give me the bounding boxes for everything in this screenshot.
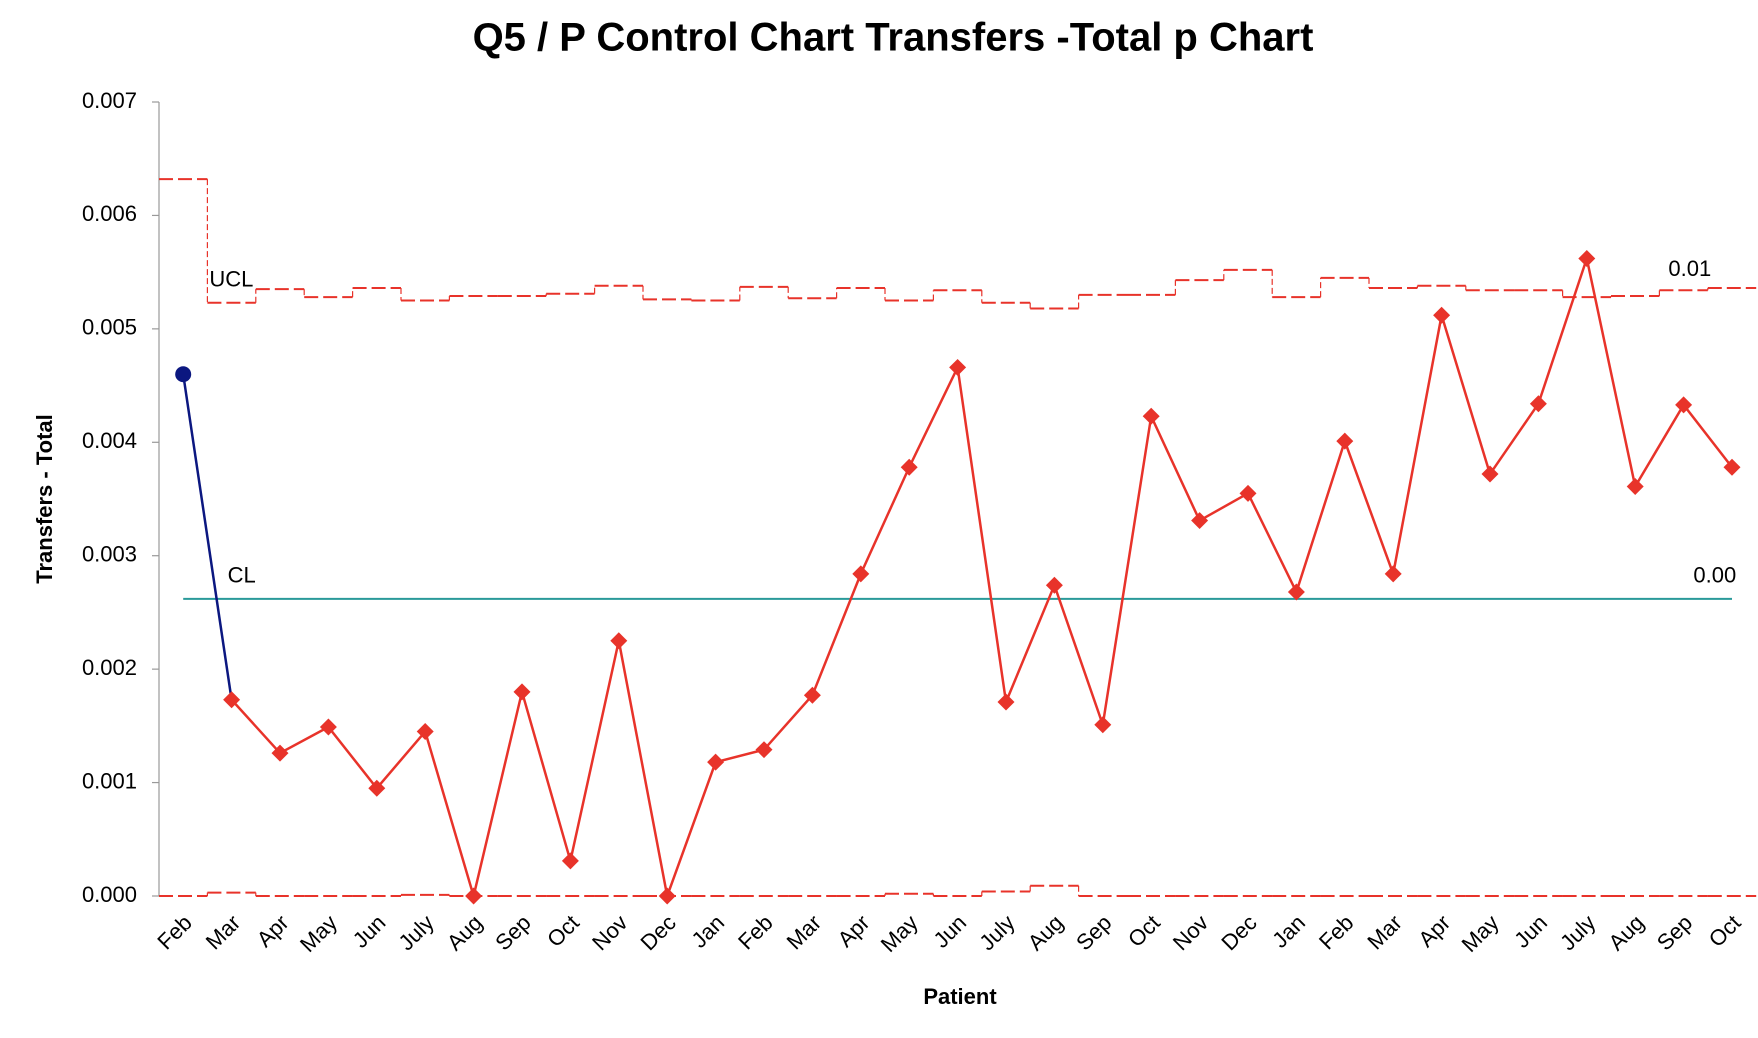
data-point: [416, 723, 434, 741]
x-tick-label: Feb: [152, 910, 196, 954]
x-tick-label: Dec: [1216, 910, 1261, 955]
data-point: [1191, 512, 1209, 530]
data-point: [803, 686, 821, 704]
data-line: [230, 253, 1733, 901]
ucl-label: UCL: [209, 267, 253, 292]
x-tick-label: Jun: [348, 910, 391, 953]
x-tick-label: Oct: [1704, 910, 1746, 952]
x-tick-label: Mar: [782, 910, 826, 954]
data-point: [271, 744, 289, 762]
x-tick-label: Jun: [928, 910, 971, 953]
y-tick-label: 0.000: [82, 882, 137, 907]
x-tick-label: Apr: [252, 910, 294, 952]
data-point: [223, 691, 241, 709]
data-point: [1481, 465, 1499, 483]
y-tick-label: 0.007: [82, 88, 137, 113]
x-tick-label: Nov: [1168, 910, 1213, 955]
data-point: [900, 458, 918, 476]
cl-value-label: 0.00: [1693, 563, 1736, 588]
y-tick-label: 0.005: [82, 315, 137, 340]
data-point: [658, 887, 676, 905]
ucl-value-label: 0.01: [1668, 256, 1711, 281]
x-tick-label: Feb: [1314, 910, 1358, 954]
x-tick-label: Sep: [1652, 910, 1697, 955]
x-tick-label: Feb: [733, 910, 777, 954]
data-point: [465, 887, 483, 905]
x-tick-label: Oct: [542, 910, 584, 952]
x-axis-title: Patient: [923, 984, 997, 1009]
x-tick-label: Jan: [1267, 910, 1310, 953]
x-tick-label: July: [394, 910, 439, 955]
y-tick-label: 0.001: [82, 768, 137, 793]
data-point: [319, 718, 337, 736]
data-point: [1578, 250, 1596, 268]
data-point: [368, 779, 386, 797]
data-point: [1336, 432, 1354, 450]
x-tick-label: Jun: [1509, 910, 1552, 953]
x-tick-label: Apr: [833, 910, 875, 952]
data-point: [1384, 565, 1402, 583]
cl-label: CL: [228, 563, 256, 588]
data-point: [1287, 583, 1305, 601]
data-point: [1529, 395, 1547, 413]
data-point: [1045, 576, 1063, 594]
x-tick-label: May: [1457, 910, 1504, 957]
data-point: [755, 741, 773, 759]
chart-title: Q5 / P Control Chart Transfers -Total p …: [473, 16, 1314, 60]
x-tick-label: Apr: [1413, 910, 1455, 952]
x-tick-label: July: [974, 910, 1019, 955]
data-point: [997, 693, 1015, 711]
x-tick-label: Mar: [1362, 910, 1406, 954]
x-tick-label: May: [295, 910, 342, 957]
data-point: [852, 565, 870, 583]
data-point: [949, 358, 967, 376]
data-point: [561, 852, 579, 870]
x-tick-label: Aug: [1603, 910, 1648, 955]
start-segment: [181, 374, 233, 700]
y-axis-title: Transfers - Total: [32, 414, 57, 584]
data-point: [1433, 306, 1451, 324]
x-tick-label: Sep: [490, 910, 535, 955]
x-tick-label: May: [876, 910, 923, 957]
x-tick-label: Dec: [636, 910, 681, 955]
data-point: [610, 632, 628, 650]
x-tick-label: Jan: [686, 910, 729, 953]
data-point: [1142, 407, 1160, 425]
y-tick-label: 0.004: [82, 428, 137, 453]
data-point: [1094, 716, 1112, 734]
x-tick-label: Oct: [1123, 910, 1165, 952]
x-tick-label: Aug: [1023, 910, 1068, 955]
data-point: [1239, 484, 1257, 502]
y-tick-label: 0.006: [82, 201, 137, 226]
data-point: [175, 366, 192, 383]
x-tick-label: Mar: [201, 910, 245, 954]
data-point: [1626, 478, 1644, 496]
data-point: [707, 753, 725, 771]
y-tick-label: 0.003: [82, 542, 137, 567]
x-tick-label: Nov: [587, 910, 632, 955]
x-tick-label: Sep: [1071, 910, 1116, 955]
x-tick-label: July: [1555, 910, 1600, 955]
data-point: [513, 683, 531, 701]
y-tick-label: 0.002: [82, 655, 137, 680]
x-tick-label: Aug: [442, 910, 487, 955]
